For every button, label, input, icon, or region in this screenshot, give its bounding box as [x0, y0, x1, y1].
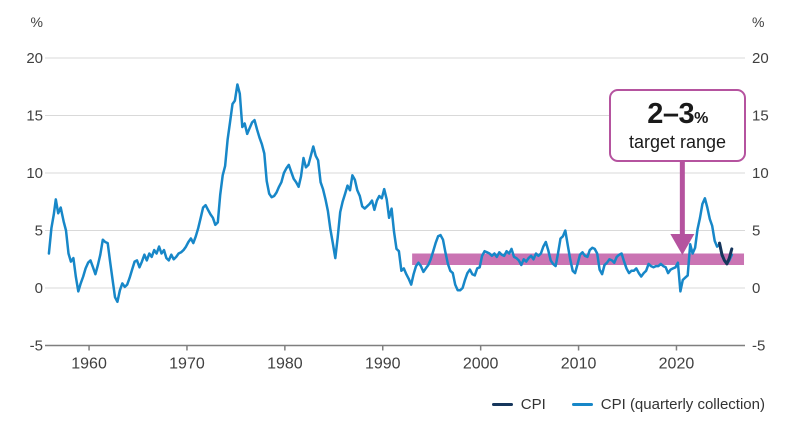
y-tick-label-right-10: 10	[752, 165, 769, 182]
x-tick-label-1970: 1970	[169, 356, 205, 373]
cpi-quarterly-line-swatch	[571, 402, 593, 407]
legend: CPI CPI (quarterly collection)	[491, 396, 765, 413]
y-tick-label-right-15: 15	[752, 108, 769, 125]
y-tick-label-left-20: 20	[26, 50, 43, 67]
x-tick-label-1990: 1990	[365, 356, 401, 373]
y-tick-label-left-15: 15	[26, 108, 43, 125]
y-tick-label-right-20: 20	[752, 50, 769, 67]
legend-item-cpi: CPI	[491, 396, 546, 413]
cpi-line-swatch	[491, 402, 513, 407]
y-tick-label-right-5: 5	[752, 223, 760, 240]
y-axis-unit-right: %	[752, 14, 764, 30]
y-tick-label-right--5: -5	[752, 338, 765, 355]
y-axis-unit-left: %	[31, 14, 43, 30]
x-tick-label-1960: 1960	[71, 356, 107, 373]
target-range-label: target range	[628, 131, 727, 152]
target-range-annotation-box: 2–3% target range	[609, 89, 746, 162]
legend-label-cpi: CPI	[520, 396, 546, 413]
percent-suffix: %	[694, 110, 708, 128]
x-tick-label-1980: 1980	[267, 356, 303, 373]
y-tick-label-left-5: 5	[35, 223, 43, 240]
y-tick-label-left-0: 0	[35, 280, 43, 297]
x-tick-label-2010: 2010	[561, 356, 597, 373]
x-tick-label-2000: 2000	[463, 356, 499, 373]
legend-label-cpi-quarterly: CPI (quarterly collection)	[600, 396, 765, 413]
annotation-arrow-head	[670, 234, 695, 255]
target-range-value: 2–3%	[647, 98, 708, 131]
series-line-cpi-quarterly-collection	[47, 83, 734, 304]
legend-item-cpi-quarterly: CPI (quarterly collection)	[571, 396, 765, 413]
x-tick-label-2020: 2020	[659, 356, 695, 373]
y-tick-label-left--5: -5	[30, 338, 43, 355]
y-tick-label-left-10: 10	[26, 165, 43, 182]
y-tick-label-right-0: 0	[752, 280, 760, 297]
series-line-cpi	[718, 241, 734, 266]
